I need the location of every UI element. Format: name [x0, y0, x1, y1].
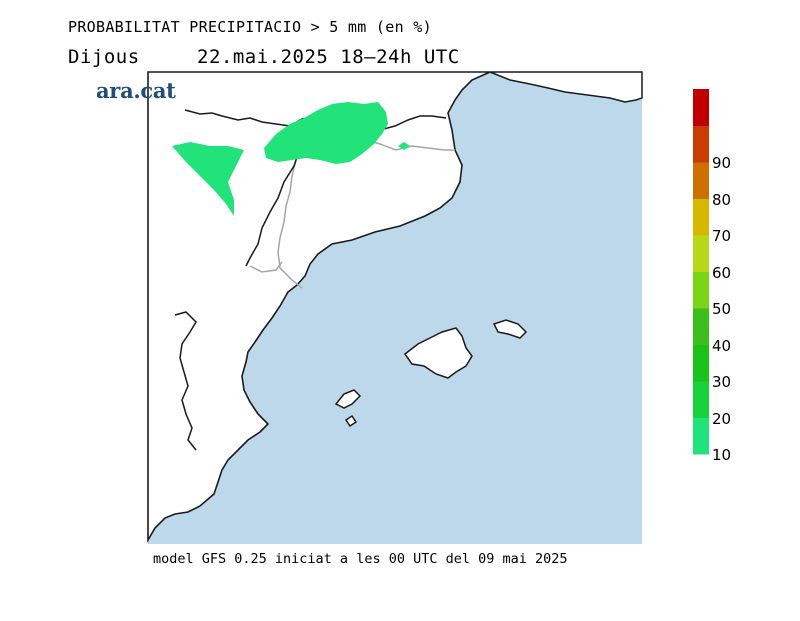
legend-label: 40	[712, 336, 732, 355]
west-inlet-line	[174, 311, 197, 451]
legend-swatch	[693, 125, 709, 163]
precip-area-small	[398, 142, 410, 150]
legend-label: 90	[712, 154, 732, 172]
region-border-branch	[249, 261, 283, 273]
legend-label: 70	[712, 227, 732, 245]
island-ibiza	[334, 389, 362, 409]
map-title: PROBABILITAT PRECIPITACIO > 5 mm (en %)	[68, 18, 432, 36]
island-mallorca	[403, 327, 473, 379]
legend-swatch	[693, 89, 709, 126]
model-run-info: model GFS 0.25 iniciat a les 00 UTC del …	[153, 551, 568, 567]
ara-cat-logo: ara.cat	[96, 78, 176, 103]
legend-swatch	[693, 235, 709, 272]
mainland-land	[147, 71, 491, 543]
island-menorca	[492, 319, 528, 339]
forecast-day: Dijous	[68, 46, 140, 68]
legend-label: 50	[712, 300, 732, 318]
legend-label: 60	[712, 263, 732, 282]
legend-swatch	[693, 308, 709, 345]
forecast-subtitle: Dijous 22.mai.2025 18—24h UTC	[68, 46, 459, 68]
precip-area-pyrenees	[264, 102, 388, 164]
legend-label: 80	[712, 190, 732, 209]
island-formentera	[344, 414, 358, 428]
precip-area-northwest	[172, 142, 244, 216]
legend-label: 20	[712, 409, 732, 428]
legend-swatch	[693, 162, 709, 199]
ne-coastline	[489, 71, 643, 103]
legend-swatch	[693, 344, 709, 382]
legend-swatch	[693, 271, 709, 309]
legend-label: 10	[712, 446, 732, 464]
legend-color-bar	[693, 89, 709, 455]
forecast-date-time: 22.mai.2025 18—24h UTC	[197, 46, 460, 68]
legend-swatch	[693, 381, 709, 418]
legend-swatch	[693, 417, 709, 455]
legend-label: 30	[712, 373, 732, 391]
legend-swatch	[693, 198, 709, 236]
